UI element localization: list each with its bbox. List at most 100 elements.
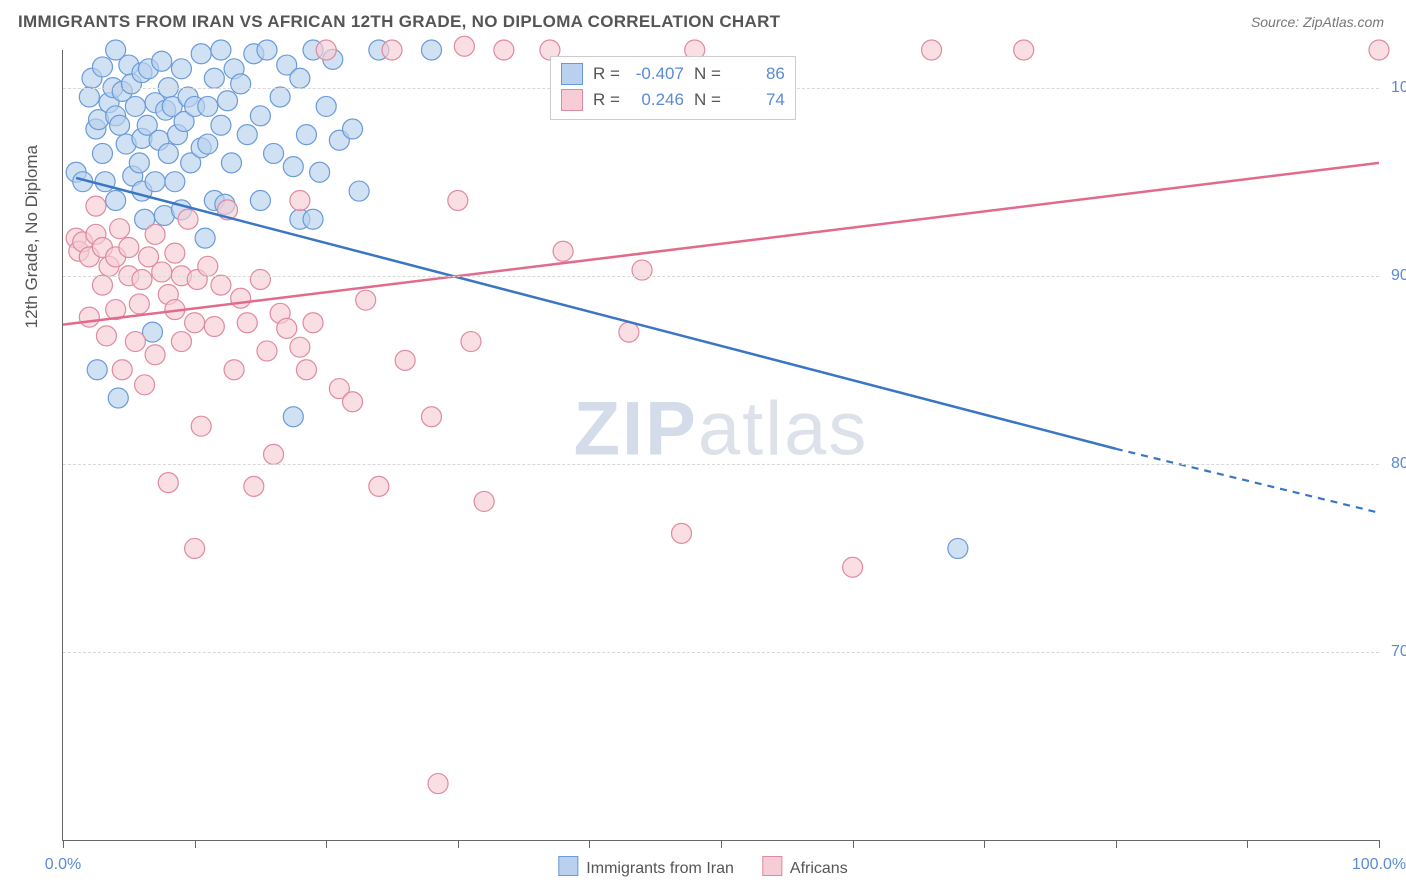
source-label: Source: — [1251, 14, 1303, 30]
legend-item: Immigrants from Iran — [558, 856, 734, 878]
scatter-point — [316, 40, 336, 60]
scatter-point — [290, 337, 310, 357]
stats-r-value: 0.246 — [630, 90, 684, 110]
scatter-point — [250, 269, 270, 289]
scatter-point — [250, 190, 270, 210]
scatter-point — [356, 290, 376, 310]
scatter-point — [461, 332, 481, 352]
scatter-point — [270, 87, 290, 107]
scatter-point — [152, 51, 172, 71]
scatter-point — [132, 269, 152, 289]
y-tick-label: 80.0% — [1391, 455, 1406, 473]
gridline — [63, 652, 1379, 653]
legend-swatch-icon — [561, 89, 583, 111]
legend-label: Immigrants from Iran — [586, 860, 734, 877]
x-tick — [195, 840, 196, 848]
scatter-point — [843, 557, 863, 577]
scatter-point — [165, 172, 185, 192]
x-tick — [984, 840, 985, 848]
legend-swatch-icon — [558, 856, 578, 876]
gridline — [63, 464, 1379, 465]
stats-r-label: R = — [593, 64, 620, 84]
scatter-point — [369, 476, 389, 496]
scatter-point — [218, 91, 238, 111]
scatter-point — [178, 209, 198, 229]
scatter-point — [92, 143, 112, 163]
x-tick — [589, 840, 590, 848]
scatter-point — [250, 106, 270, 126]
chart-title: IMMIGRANTS FROM IRAN VS AFRICAN 12TH GRA… — [18, 12, 780, 32]
scatter-point — [135, 375, 155, 395]
scatter-point — [204, 317, 224, 337]
stats-row: R =-0.407N =86 — [561, 61, 785, 87]
source-name: ZipAtlas.com — [1303, 14, 1384, 30]
scatter-point — [264, 143, 284, 163]
scatter-point — [198, 96, 218, 116]
scatter-point — [152, 262, 172, 282]
scatter-point — [672, 523, 692, 543]
scatter-point — [96, 326, 116, 346]
scatter-point — [421, 407, 441, 427]
scatter-point — [165, 243, 185, 263]
scatter-point — [310, 162, 330, 182]
legend-item: Africans — [762, 856, 848, 878]
legend-swatch-icon — [762, 856, 782, 876]
x-tick — [721, 840, 722, 848]
x-tick-label: 100.0% — [1352, 856, 1406, 874]
scatter-point — [191, 44, 211, 64]
scatter-point — [171, 332, 191, 352]
y-tick-label: 90.0% — [1391, 267, 1406, 285]
scatter-point — [283, 157, 303, 177]
chart-svg — [63, 50, 1379, 840]
scatter-point — [283, 407, 303, 427]
scatter-point — [343, 119, 363, 139]
scatter-point — [237, 125, 257, 145]
scatter-point — [237, 313, 257, 333]
stats-r-value: -0.407 — [630, 64, 684, 84]
scatter-point — [145, 345, 165, 365]
scatter-point — [290, 68, 310, 88]
scatter-point — [231, 74, 251, 94]
scatter-point — [158, 143, 178, 163]
scatter-point — [211, 40, 231, 60]
scatter-point — [211, 115, 231, 135]
scatter-point — [191, 416, 211, 436]
scatter-point — [145, 172, 165, 192]
scatter-point — [95, 172, 115, 192]
scatter-point — [349, 181, 369, 201]
scatter-point — [231, 288, 251, 308]
scatter-point — [296, 125, 316, 145]
scatter-point — [185, 538, 205, 558]
gridline — [63, 276, 1379, 277]
stats-n-label: N = — [694, 90, 721, 110]
scatter-point — [619, 322, 639, 342]
scatter-point — [382, 40, 402, 60]
scatter-point — [185, 313, 205, 333]
scatter-point — [198, 134, 218, 154]
scatter-point — [92, 57, 112, 77]
scatter-point — [428, 774, 448, 794]
scatter-point — [303, 209, 323, 229]
scatter-point — [474, 491, 494, 511]
x-tick-label: 0.0% — [45, 856, 81, 874]
scatter-point — [204, 68, 224, 88]
scatter-point — [108, 388, 128, 408]
regression-line — [76, 178, 1116, 449]
scatter-point — [79, 307, 99, 327]
regression-line — [63, 163, 1379, 325]
regression-line-dashed — [1116, 449, 1379, 513]
scatter-point — [110, 115, 130, 135]
scatter-point — [211, 275, 231, 295]
scatter-point — [257, 341, 277, 361]
scatter-point — [922, 40, 942, 60]
stats-n-label: N = — [694, 64, 721, 84]
scatter-point — [1014, 40, 1034, 60]
scatter-point — [316, 96, 336, 116]
scatter-point — [454, 36, 474, 56]
chart-legend: Immigrants from Iran Africans — [558, 856, 847, 878]
scatter-point — [110, 219, 130, 239]
x-tick — [1247, 840, 1248, 848]
scatter-point — [119, 238, 139, 258]
scatter-point — [494, 40, 514, 60]
scatter-point — [264, 444, 284, 464]
